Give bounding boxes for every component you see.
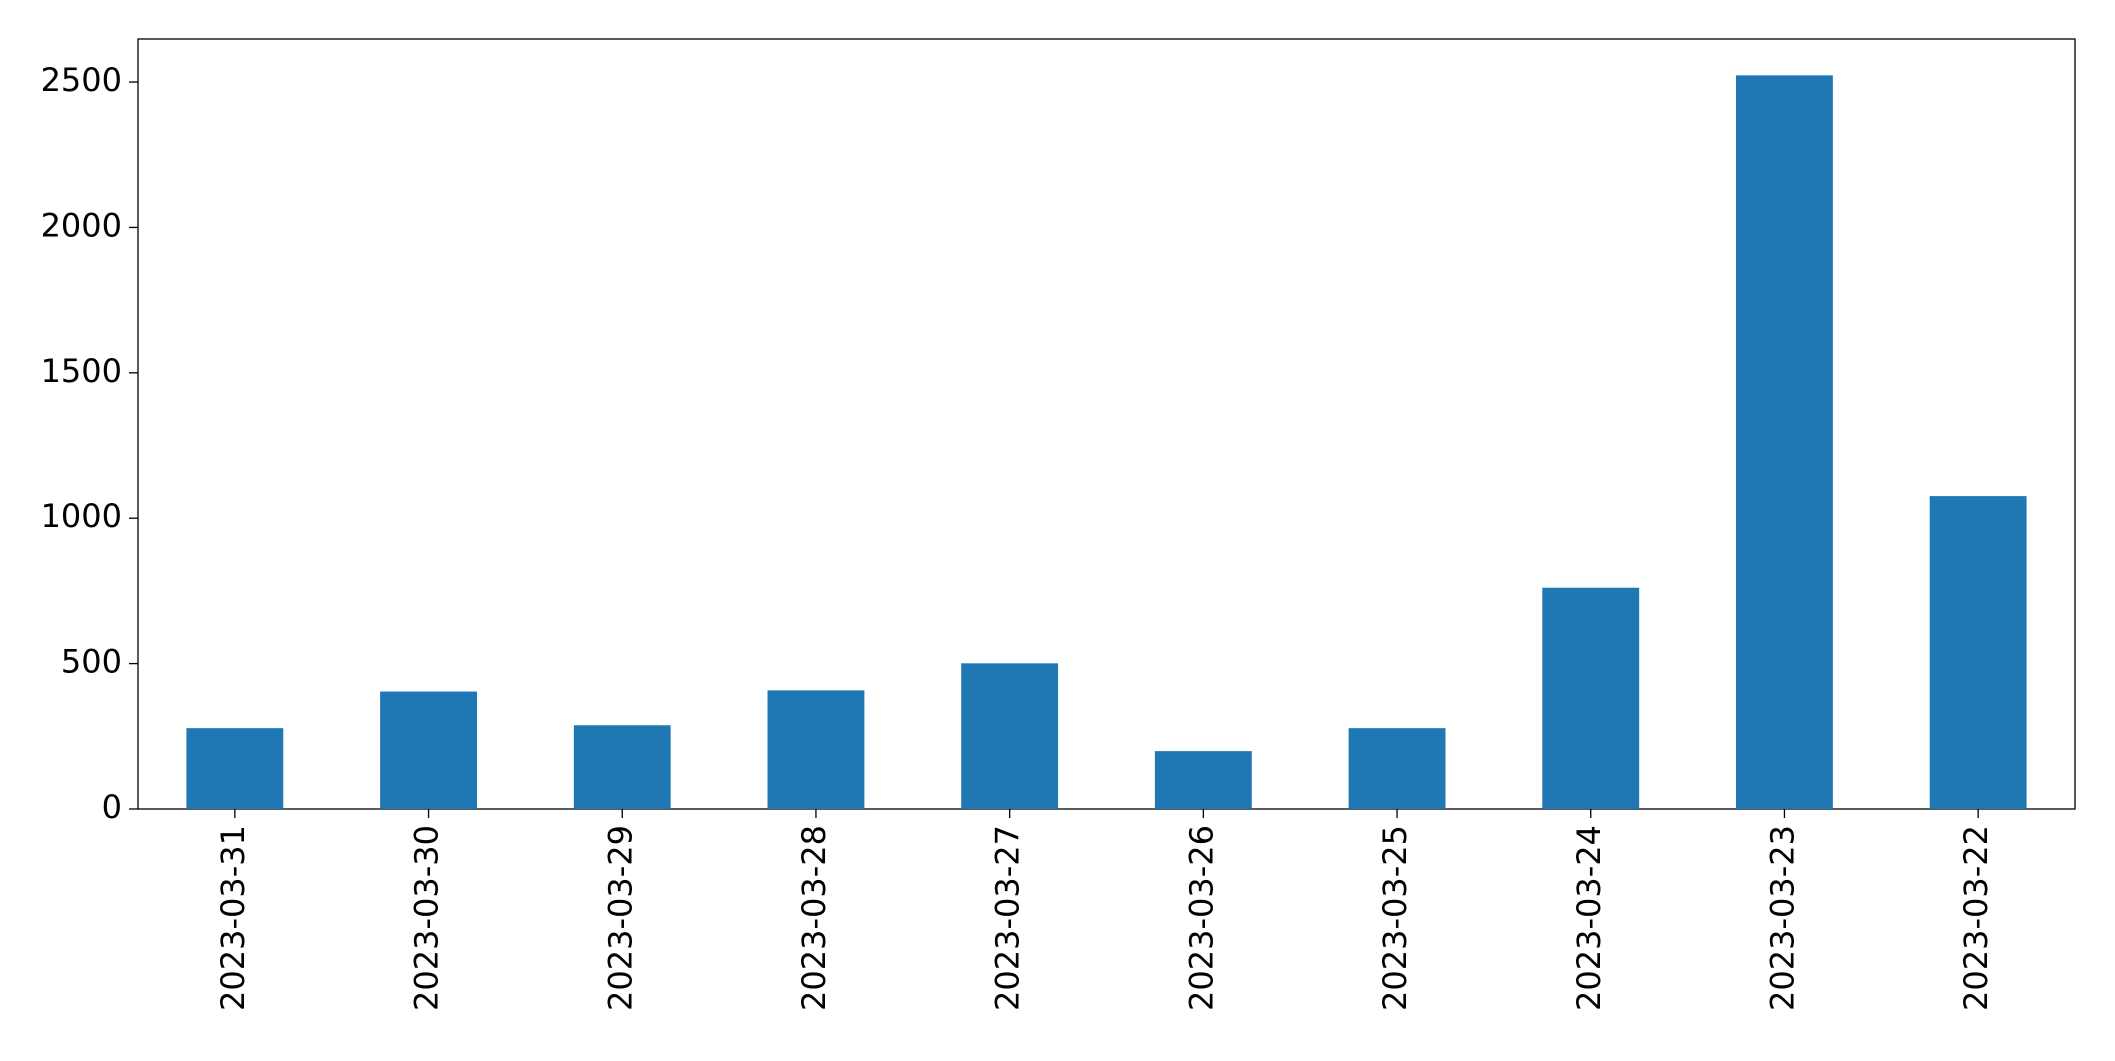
x-tick-label: 2023-03-31	[214, 825, 252, 1011]
x-tick-label: 2023-03-29	[601, 825, 639, 1011]
plot-frame	[137, 38, 2076, 810]
x-tick-label: 2023-03-24	[1570, 825, 1608, 1011]
x-tick-label: 2023-03-27	[989, 825, 1027, 1011]
bar	[380, 691, 477, 809]
bar	[1154, 751, 1252, 809]
bar	[961, 663, 1059, 809]
bar	[1542, 587, 1640, 809]
bar	[1348, 728, 1446, 809]
x-tick-label: 2023-03-30	[408, 825, 446, 1011]
y-tick-label: 2000	[41, 206, 122, 244]
bar	[573, 725, 671, 809]
x-tick-label: 2023-03-22	[1957, 825, 1995, 1011]
y-tick-label: 1500	[41, 352, 122, 390]
bar	[1929, 496, 2027, 809]
x-tick-label: 2023-03-25	[1376, 825, 1414, 1011]
y-tick-label: 1000	[41, 497, 122, 535]
y-tick-label: 500	[61, 643, 122, 681]
x-tick-label: 2023-03-28	[795, 825, 833, 1011]
y-tick-label: 0	[102, 788, 122, 826]
x-tick-label: 2023-03-26	[1182, 825, 1220, 1011]
bar	[186, 728, 284, 809]
bar	[1736, 75, 1833, 809]
y-tick-label: 2500	[41, 61, 122, 99]
bar	[767, 690, 865, 809]
x-tick-label: 2023-03-23	[1763, 825, 1801, 1011]
